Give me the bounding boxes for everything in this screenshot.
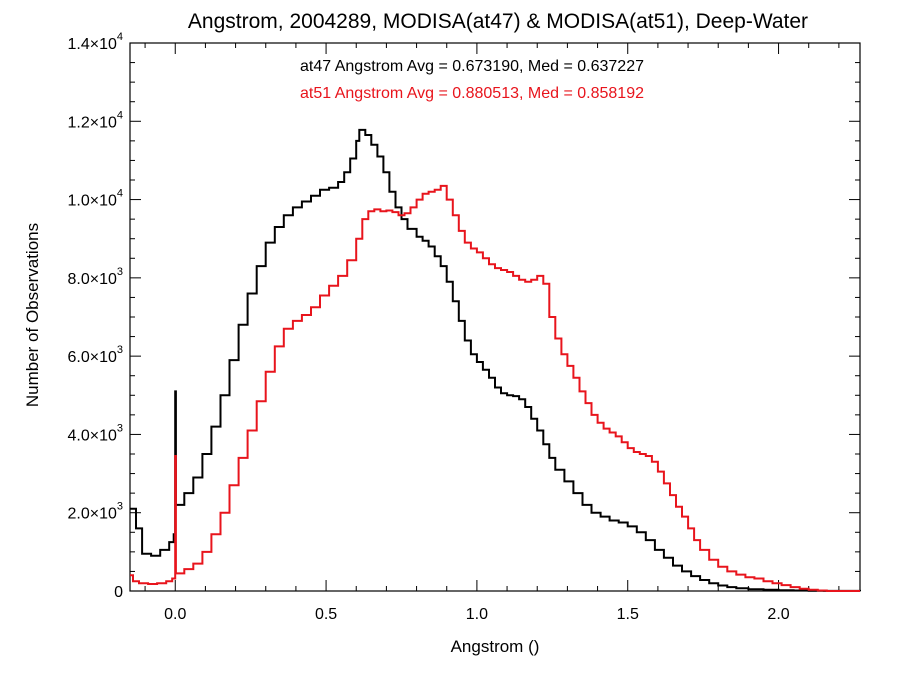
- y-tick-labels: 0 2.0×103 4.0×103 6.0×103 8.0×103 1.0×104 1.2×…: [67, 31, 123, 601]
- y-tick-label: 1.4×104: [67, 31, 123, 53]
- y-tick-label: 2.0×103: [67, 501, 123, 523]
- series-line-at47: [130, 128, 861, 592]
- y-tick-label: 6.0×103: [67, 344, 123, 366]
- x-tick-label: 0.5: [315, 606, 337, 623]
- x-tick-labels: 0.0 0.5 1.0 1.5 2.0: [164, 606, 790, 623]
- annotation-at47: at47 Angstrom Avg = 0.673190, Med = 0.63…: [300, 58, 644, 75]
- chart-title: Angstrom, 2004289, MODISA(at47) & MODISA…: [188, 10, 808, 33]
- x-tick-label: 1.5: [617, 606, 639, 623]
- x-tick-label: 1.0: [466, 606, 488, 623]
- y-tick-label: 1.2×104: [67, 109, 123, 131]
- y-tick-label: 4.0×103: [67, 422, 123, 444]
- series-lines: [130, 128, 861, 592]
- series-line-at51: [130, 184, 860, 592]
- x-axis-title: Angstrom (): [451, 637, 540, 656]
- annotation-at51: at51 Angstrom Avg = 0.880513, Med = 0.85…: [300, 85, 644, 102]
- y-tick-label: 8.0×103: [67, 266, 123, 288]
- x-tick-label: 2.0: [767, 606, 789, 623]
- y-tick-label: 1.0×104: [67, 188, 123, 210]
- x-tick-label: 0.0: [164, 606, 186, 623]
- y-axis-title: Number of Observations: [23, 223, 42, 407]
- y-tick-label: 0: [114, 584, 123, 601]
